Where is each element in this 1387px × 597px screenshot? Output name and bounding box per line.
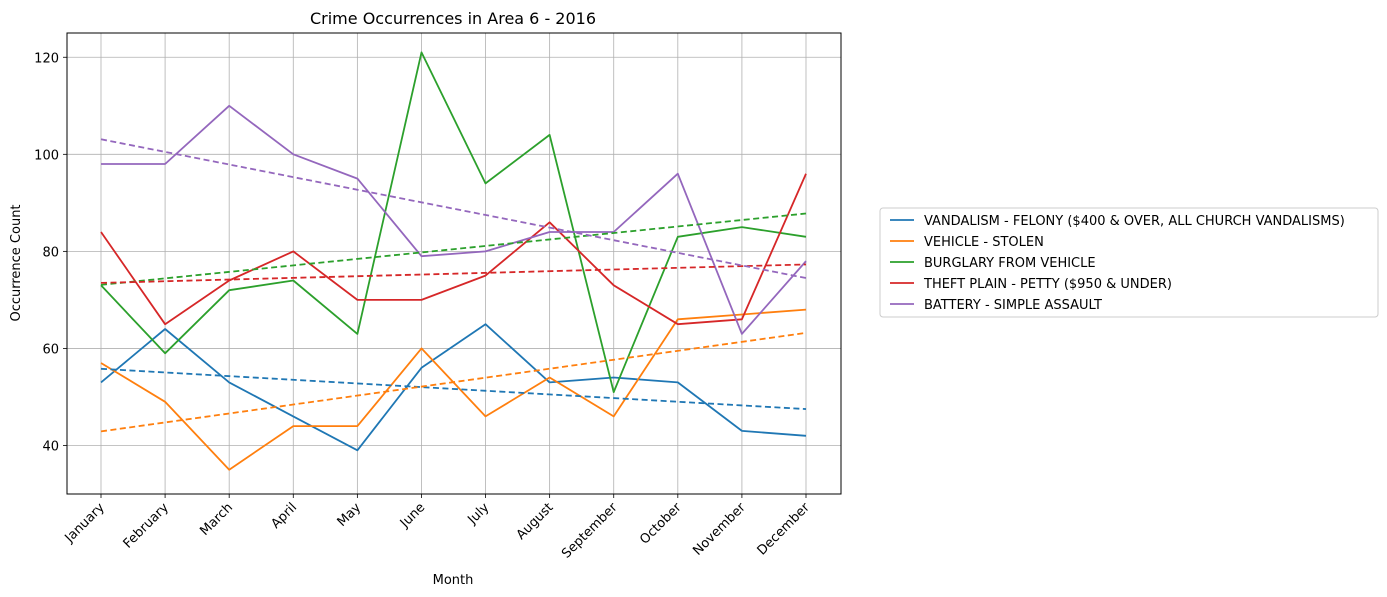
- trend-line-3: [100, 212, 807, 286]
- legend-label: VEHICLE - STOLEN: [924, 235, 1044, 250]
- x-tick-label: September: [559, 500, 621, 562]
- x-tick-label: January: [62, 500, 108, 546]
- y-tick-label: 40: [42, 439, 59, 454]
- legend-label: BURGLARY FROM VEHICLE: [924, 256, 1096, 271]
- trend-line-2: [100, 332, 807, 433]
- grid-lines: [67, 33, 841, 494]
- x-tick-label: October: [637, 500, 685, 548]
- plot-area-frame: [66, 32, 842, 495]
- x-axis-label: Month: [433, 573, 474, 588]
- trend-line-4: [100, 263, 807, 284]
- series-line-3: [100, 51, 807, 394]
- y-axis-ticks: 40 60 80 100 120: [34, 51, 67, 454]
- x-tick-label: April: [268, 500, 300, 532]
- trend-line-5: [100, 138, 807, 279]
- x-tick-label: November: [690, 500, 749, 559]
- series-lines: [100, 51, 807, 471]
- x-tick-label: March: [197, 500, 236, 539]
- legend-label: VANDALISM - FELONY ($400 & OVER, ALL CHU…: [924, 214, 1345, 229]
- chart-title: Crime Occurrences in Area 6 - 2016: [310, 9, 596, 28]
- x-tick-label: May: [335, 500, 365, 530]
- x-tick-label: December: [755, 500, 814, 559]
- legend-label: THEFT PLAIN - PETTY ($950 & UNDER): [923, 277, 1172, 292]
- y-tick-label: 100: [34, 148, 59, 163]
- y-axis-label: Occurrence Count: [9, 204, 24, 321]
- y-tick-label: 80: [42, 245, 59, 260]
- legend-label: BATTERY - SIMPLE ASSAULT: [924, 298, 1102, 313]
- series-line-5: [101, 104, 807, 335]
- x-axis-ticks: January February March April May June July Augu…: [62, 494, 814, 562]
- x-tick-label: June: [397, 500, 428, 531]
- x-tick-label: August: [514, 500, 557, 543]
- y-tick-label: 120: [34, 51, 59, 66]
- series-line-1: [100, 323, 807, 452]
- y-tick-label: 60: [42, 342, 59, 357]
- legend-frame: [879, 207, 1379, 318]
- series-line-4: [100, 173, 807, 326]
- x-tick-label: February: [121, 500, 173, 552]
- legend: VANDALISM - FELONY ($400 & OVER, ALL CHU…: [879, 207, 1379, 318]
- x-tick-label: July: [465, 500, 493, 528]
- trend-line-1: [100, 367, 807, 410]
